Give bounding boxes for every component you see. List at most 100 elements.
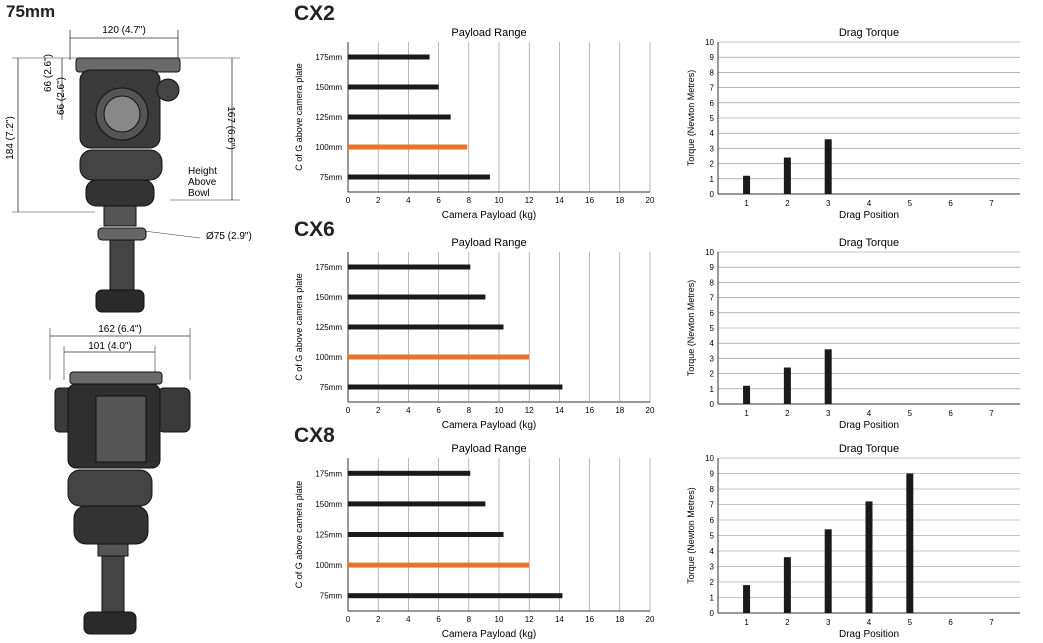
cx6-payload-xtick-label: 14 [555, 406, 564, 415]
cx2-torque-xtick-label: 3 [826, 199, 831, 208]
cx2-payload-xtick-label: 18 [615, 196, 624, 205]
cx8-torque-ytick-label: 10 [705, 454, 714, 463]
cx8-payload-xtick-label: 16 [585, 615, 594, 624]
size-title: 75mm [6, 2, 56, 21]
cx8-payload-ylabel: C of G above camera plate [294, 481, 304, 589]
cx2-torque-xtick-label: 5 [908, 199, 913, 208]
front-view-head [54, 371, 191, 635]
cx8-payload-range-chart: Payload Range 0 2 4 6 8 10 12 14 16 18 20 175mm 150mm… [294, 443, 655, 640]
cx6-payload-category-label: 175mm [315, 263, 342, 272]
cx6-torque-xlabel: Drag Position [839, 420, 899, 431]
cx8-torque-ytick-label: 2 [710, 578, 715, 587]
cx8-torque-xtick-label: 5 [908, 618, 913, 627]
cx6-torque-ytick-label: 10 [705, 248, 714, 257]
cx8-torque-title: Drag Torque [839, 443, 899, 455]
side-view-head [75, 57, 181, 227]
cx6-payload-category-label: 75mm [320, 383, 343, 392]
cx2-torque-xlabel: Drag Position [839, 210, 899, 221]
cx8-payload-xtick-label: 18 [615, 615, 624, 624]
cx2-payload-xtick-label: 20 [646, 196, 655, 205]
cx2-torque-xtick-label: 6 [948, 199, 953, 208]
cx2-payload-category-label: 175mm [315, 53, 342, 62]
height-above-bowl-3: Bowl [188, 188, 210, 199]
cx8-payload-xtick-label: 14 [555, 615, 564, 624]
top-width-label: 120 (4.7") [102, 25, 146, 36]
cx8-torque-ytick-label: 7 [710, 501, 715, 510]
cx8-torque-ytick-label: 8 [710, 485, 715, 494]
cx2-payload-xtick-label: 4 [406, 196, 411, 205]
cx6-torque-bar [743, 385, 751, 404]
cx8-torque-ytick-label: 9 [710, 470, 715, 479]
cx2-torque-ytick-label: 5 [710, 114, 715, 123]
cx2-torque-ytick-label: 9 [710, 53, 715, 62]
cx6-payload-xtick-label: 18 [615, 406, 624, 415]
cx2-torque-ytick-label: 2 [710, 160, 715, 169]
cx2-payload-ylabel: C of G above camera plate [294, 63, 304, 171]
bowl-depth-label: 66 (2.6") [43, 54, 54, 92]
cx2-torque-xtick-label: 4 [867, 199, 872, 208]
cx2-torque-xtick-label: 2 [785, 199, 790, 208]
cx6-payload-xtick-label: 2 [376, 406, 381, 415]
cx6-payload-xtick-label: 8 [467, 406, 472, 415]
cx2-payload-xlabel: Camera Payload (kg) [442, 210, 536, 221]
head-technical-drawing: 120 (4.7") 184 (7.2") 66 (2.6") 66 (2.6"… [5, 25, 252, 635]
cx2-payload-bar [348, 54, 430, 60]
cx6-torque-ytick-label: 2 [710, 370, 715, 379]
cx2-torque-ytick-label: 8 [710, 68, 715, 77]
cx2-payload-xtick-label: 8 [467, 196, 472, 205]
cx2-payload-category-label: 100mm [315, 143, 342, 152]
cx2-payload-xtick-label: 0 [346, 196, 351, 205]
cx8-torque-ylabel: Torque (Newton Metres) [686, 487, 696, 584]
cx8-payload-category-label: 150mm [315, 500, 342, 509]
plate-width-label: 101 (4.0") [88, 341, 132, 352]
cx2-payload-xtick-label: 6 [436, 196, 441, 205]
cx2-payload-title: Payload Range [451, 27, 526, 39]
front-width-label: 162 (6.4") [98, 324, 142, 335]
cx2-payload-bar [348, 114, 451, 120]
cx6-drag-torque-chart: Drag Torque 0 1 2 3 4 5 6 7 8 9 10 1 2 3 4 5 6 7 Drag Posit… [686, 237, 1020, 431]
cx8-payload-bar [348, 501, 486, 507]
head-height-label: 167 (6.6") [225, 106, 236, 150]
cx8-payload-bar [348, 562, 530, 568]
cx6-payload-category-label: 100mm [315, 353, 342, 362]
cx6-torque-ylabel: Torque (Newton Metres) [686, 280, 696, 377]
cx8-torque-xtick-label: 1 [744, 618, 749, 627]
cx6-payload-bar [348, 324, 504, 330]
cx6-torque-xtick-label: 6 [948, 409, 953, 418]
cx2-torque-ytick-label: 6 [710, 99, 715, 108]
cx8-payload-xtick-label: 2 [376, 615, 381, 624]
cx2-torque-bar [743, 175, 751, 194]
cx6-torque-xtick-label: 3 [826, 409, 831, 418]
height-above-bowl-2: Above [188, 177, 217, 188]
cx6-torque-bar [824, 349, 832, 404]
cx8-torque-xtick-label: 7 [989, 618, 994, 627]
cx6-torque-title: Drag Torque [839, 237, 899, 249]
cx2-payload-category-label: 75mm [320, 173, 343, 182]
cx2-payload-category-label: 125mm [315, 113, 342, 122]
cx6-payload-bar [348, 294, 486, 300]
model-title-cx8: CX8 [294, 424, 335, 447]
cx6-payload-xtick-label: 4 [406, 406, 411, 415]
cx2-torque-title: Drag Torque [839, 27, 899, 39]
cx8-payload-category-label: 100mm [315, 561, 342, 570]
cx8-torque-xtick-label: 4 [867, 618, 872, 627]
cx8-torque-bar [743, 585, 751, 613]
cx2-torque-ytick-label: 10 [705, 38, 714, 47]
cx8-payload-bar [348, 470, 471, 476]
cx8-payload-xtick-label: 20 [646, 615, 655, 624]
cx2-payload-xtick-label: 12 [525, 196, 534, 205]
cx2-payload-xtick-label: 16 [585, 196, 594, 205]
cx2-drag-torque-chart: Drag Torque 0 1 2 3 4 5 6 7 8 9 10 1 2 3 4 5 6 7 Drag Posit… [686, 27, 1020, 221]
cx6-payload-xtick-label: 16 [585, 406, 594, 415]
cx8-torque-xtick-label: 3 [826, 618, 831, 627]
cx8-payload-xtick-label: 12 [525, 615, 534, 624]
cx8-payload-xtick-label: 10 [495, 615, 504, 624]
cx8-payload-title: Payload Range [451, 443, 526, 455]
cx6-torque-ytick-label: 4 [710, 339, 715, 348]
bowl-diameter-label: Ø75 (2.9") [206, 231, 252, 242]
cx8-torque-ytick-label: 1 [710, 594, 715, 603]
cx6-torque-xtick-label: 4 [867, 409, 872, 418]
cx8-payload-category-label: 175mm [315, 469, 342, 478]
cx2-torque-xtick-label: 1 [744, 199, 749, 208]
cx6-payload-xtick-label: 10 [495, 406, 504, 415]
